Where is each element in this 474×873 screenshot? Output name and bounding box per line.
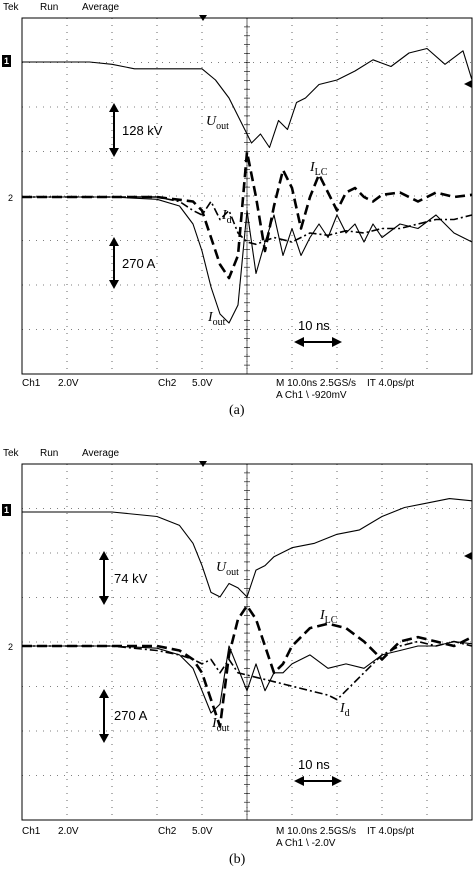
ch2-footer-label: Ch2	[158, 378, 177, 389]
series-uout	[22, 498, 473, 598]
run-label: Run	[40, 448, 59, 459]
scope-screen	[21, 461, 473, 821]
ilc-label: ILC	[320, 608, 338, 626]
voltage-scale-arrow	[99, 551, 109, 605]
time-scale-label: 10 ns	[298, 757, 330, 772]
ch1-arrow-right	[464, 552, 472, 560]
time-scale-label: 10 ns	[298, 318, 330, 333]
graticule	[21, 463, 473, 821]
ch1-marker: 1	[2, 504, 12, 516]
timebase-label: M 10.0ns 2.5GS/s	[276, 378, 357, 389]
ch1-arrow-right	[464, 80, 472, 88]
ch2-footer-label: Ch2	[158, 826, 177, 837]
ch1-footer-scale: 2.0V	[58, 826, 79, 837]
id-label: Id	[222, 208, 232, 226]
panel-caption: (b)	[229, 852, 246, 867]
run-label: Run	[40, 2, 59, 13]
series-id	[22, 196, 473, 246]
series-uout	[22, 47, 473, 149]
trigger-label: A Ch1 \ -920mV	[276, 390, 347, 401]
current-scale-label: 270 A	[114, 708, 148, 723]
ch2-footer-scale: 5.0V	[192, 378, 213, 389]
ch1-footer-scale: 2.0V	[58, 378, 79, 389]
ch2-marker: 2	[8, 642, 14, 652]
ch1-footer-label: Ch1	[22, 378, 41, 389]
interp-label: IT 4.0ps/pt	[367, 378, 415, 389]
traces	[22, 498, 473, 728]
series-iout	[22, 196, 473, 324]
scope-screen	[21, 15, 473, 375]
ch2-footer-scale: 5.0V	[192, 826, 213, 837]
voltage-scale-label: 128 kV	[122, 123, 163, 138]
ch1-marker: 1	[2, 55, 12, 67]
brand-label: Tek	[3, 448, 19, 459]
trigger-position-marker	[199, 15, 207, 21]
current-scale-label: 270 A	[122, 256, 156, 271]
timebase-label: M 10.0ns 2.5GS/s	[276, 826, 357, 837]
ch2-marker: 2	[8, 193, 14, 203]
trigger-position-marker	[199, 461, 207, 467]
current-scale-arrow	[99, 689, 109, 743]
trigger-label: A Ch1 \ -2.0V	[276, 838, 336, 849]
panel-caption: (a)	[229, 403, 245, 418]
ch1-footer-label: Ch1	[22, 826, 41, 837]
series-iout	[22, 640, 473, 714]
series-ilc	[22, 150, 473, 280]
iout-label: Iout	[208, 310, 226, 328]
brand-label: Tek	[3, 2, 19, 13]
voltage-scale-arrow	[109, 103, 119, 157]
uout-label: Uout	[216, 560, 239, 578]
panel-b: Tek Run Average 1 2 74 kV 270 A 10 ns Uo…	[0, 446, 474, 873]
interp-label: IT 4.0ps/pt	[367, 826, 415, 837]
traces	[22, 47, 473, 324]
series-ilc	[22, 604, 473, 728]
time-scale-arrow	[294, 776, 342, 786]
iout-label: Iout	[212, 716, 230, 734]
acq-label: Average	[82, 2, 120, 13]
voltage-scale-label: 74 kV	[114, 571, 148, 586]
ilc-label: ILC	[310, 160, 328, 178]
acq-label: Average	[82, 448, 120, 459]
panel-a: Tek Run Average 1 2 128 kV 270 A 10 ns U…	[0, 0, 474, 425]
uout-label: Uout	[206, 114, 229, 132]
current-scale-arrow	[109, 237, 119, 289]
time-scale-arrow	[294, 337, 342, 347]
id-label: Id	[340, 701, 350, 719]
